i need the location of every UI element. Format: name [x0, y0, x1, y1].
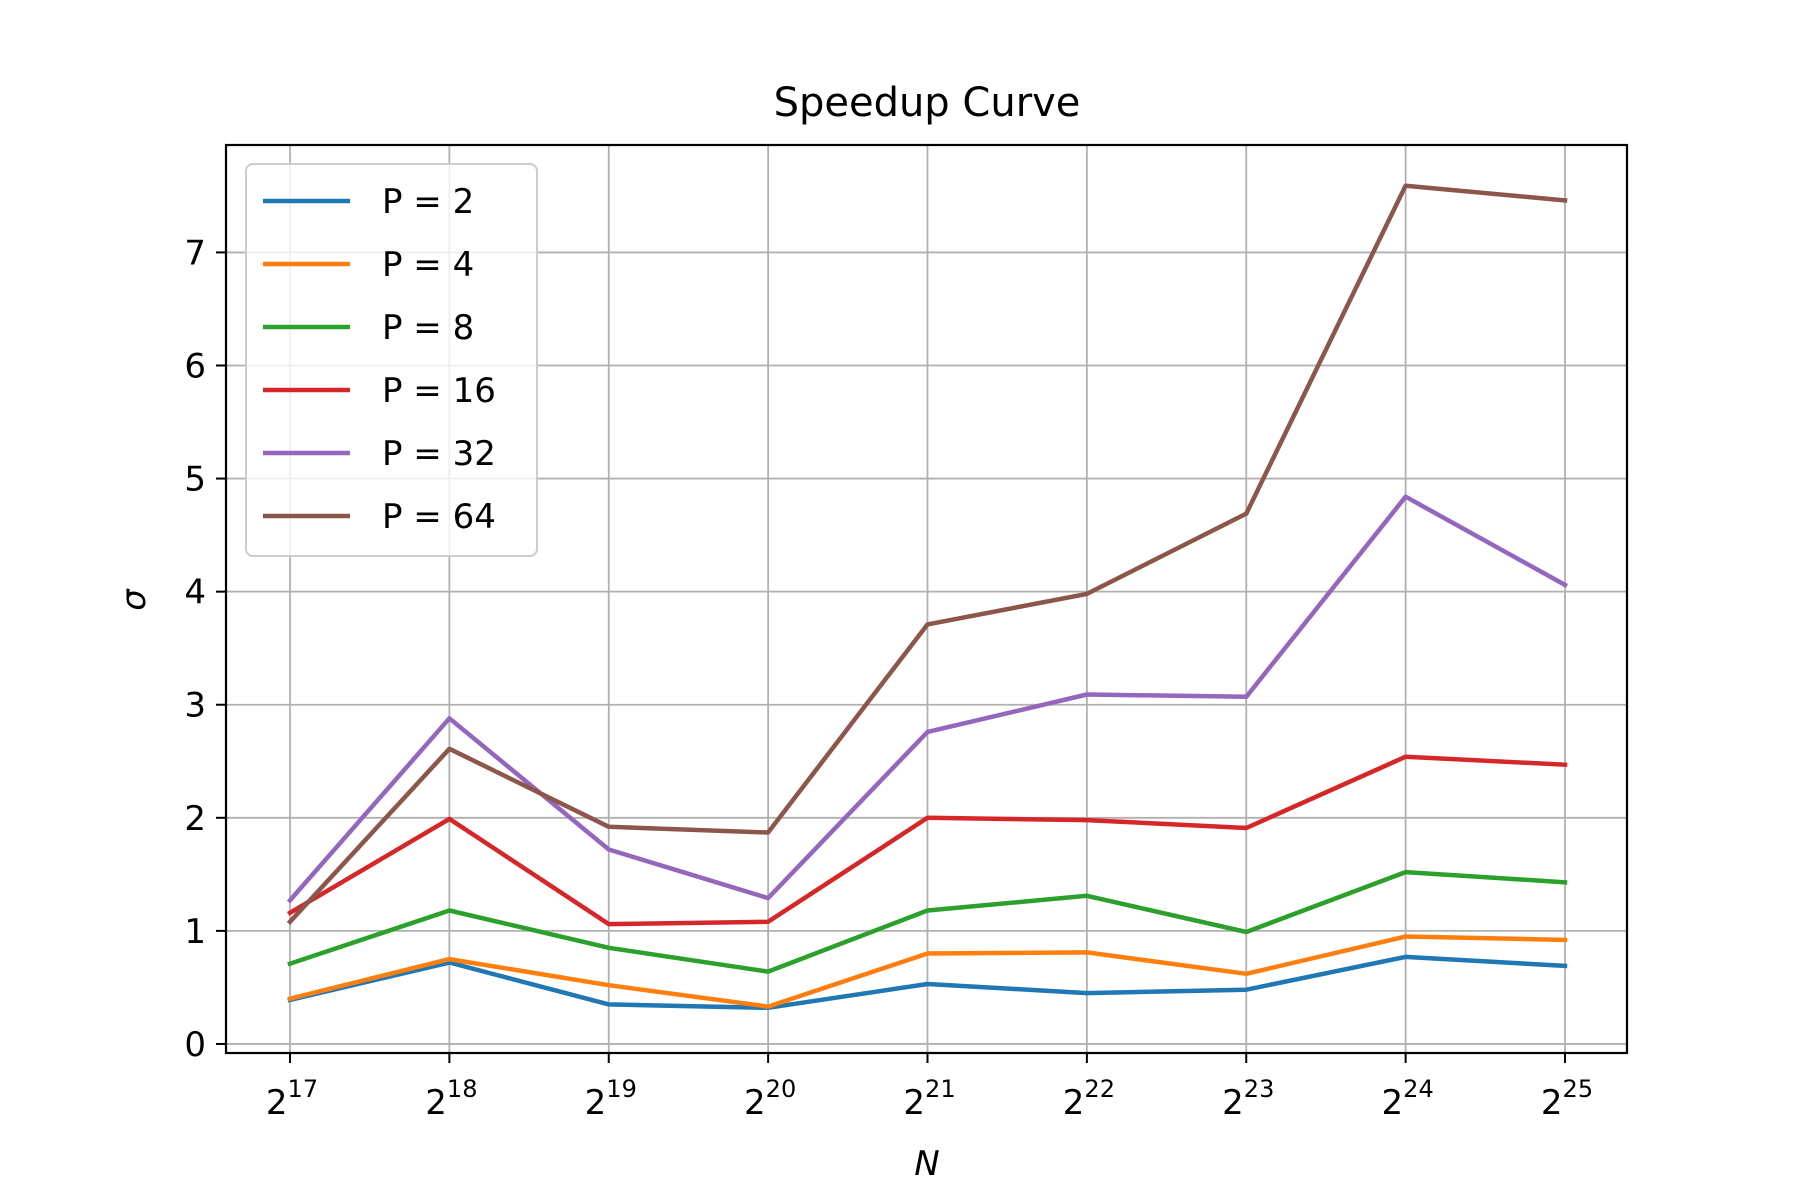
- series-line: [286, 754, 1568, 927]
- legend-label: P = 64: [382, 497, 496, 537]
- series-line: [286, 183, 1568, 925]
- y-tick-label: 6: [184, 346, 206, 386]
- y-axis-label: σ: [114, 588, 154, 611]
- x-tick-label: 222: [1063, 1075, 1115, 1123]
- y-tick-label: 7: [184, 233, 206, 273]
- y-axis-ticks: 0 1 2 3 4 5 6 7: [184, 233, 226, 1065]
- x-axis-label: N: [914, 1144, 939, 1184]
- x-tick-label: 224: [1382, 1075, 1434, 1123]
- grid: [226, 145, 1627, 1053]
- legend-label: P = 16: [382, 371, 496, 411]
- legend-label: P = 4: [382, 245, 474, 285]
- x-tick-label: 218: [425, 1075, 477, 1123]
- x-tick-label: 219: [585, 1075, 637, 1123]
- y-tick-label: 1: [184, 912, 206, 952]
- x-tick-label: 221: [903, 1075, 955, 1123]
- x-tick-label: 223: [1222, 1075, 1274, 1123]
- x-axis-ticks: 217 218 219 220 221 222 223 224 225: [266, 1053, 1593, 1123]
- series-line: [286, 494, 1569, 904]
- series-line: [287, 934, 1568, 1009]
- legend: P = 2 P = 4 P = 8 P = 16 P = 32 P = 64: [245, 163, 538, 557]
- x-tick-label: 225: [1541, 1075, 1593, 1123]
- series-layer: [286, 183, 1569, 1011]
- legend-label: P = 8: [382, 308, 474, 348]
- legend-label: P = 2: [382, 182, 474, 222]
- x-tick-label: 220: [744, 1075, 796, 1123]
- y-tick-label: 2: [184, 799, 206, 839]
- series-line: [287, 869, 1568, 974]
- chart-title: Speedup Curve: [774, 80, 1081, 126]
- x-tick-label: 217: [266, 1075, 318, 1123]
- y-tick-label: 5: [184, 460, 206, 500]
- legend-label: P = 32: [382, 434, 496, 474]
- y-tick-label: 3: [184, 686, 206, 726]
- y-tick-label: 4: [184, 573, 206, 613]
- series-line: [287, 954, 1568, 1011]
- y-tick-label: 0: [184, 1025, 206, 1065]
